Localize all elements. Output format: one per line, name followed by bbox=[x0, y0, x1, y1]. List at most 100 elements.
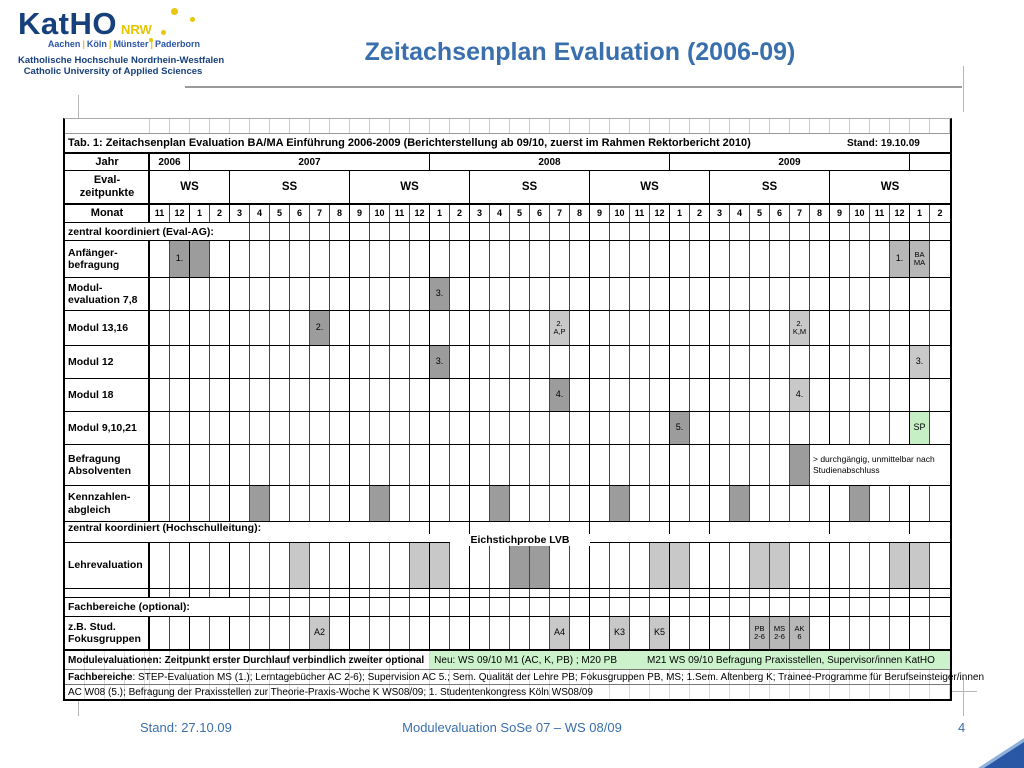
grid-cell bbox=[470, 589, 490, 597]
mark-cell: 4. bbox=[550, 379, 570, 411]
grid-cell bbox=[450, 241, 470, 277]
grid-cell bbox=[510, 241, 530, 277]
grid-cell bbox=[430, 119, 450, 133]
logo-subtitle-de: Katholische Hochschule Nordrhein-Westfal… bbox=[18, 55, 225, 66]
grid-cell bbox=[290, 617, 310, 649]
grid-cell bbox=[570, 311, 590, 345]
mark-cell bbox=[750, 543, 770, 588]
grid-cell bbox=[810, 278, 830, 310]
grid-cell bbox=[390, 346, 410, 378]
mark-cell bbox=[670, 543, 690, 588]
grid-cell bbox=[670, 445, 690, 485]
section-label: zentral koordiniert (Eval-AG): bbox=[65, 223, 250, 240]
grid-cell bbox=[630, 223, 650, 240]
grid-cell bbox=[550, 346, 570, 378]
grid-cell bbox=[610, 589, 630, 597]
grid-cell bbox=[890, 379, 910, 411]
katho-wordmark: KatHO NRW bbox=[18, 6, 200, 42]
mark-cell bbox=[370, 486, 390, 521]
grid-cell bbox=[930, 543, 950, 588]
grid-cell bbox=[670, 589, 690, 597]
grid-cell bbox=[570, 522, 590, 534]
mark-cell: PB 2-6 bbox=[750, 617, 770, 649]
grid-cell bbox=[210, 241, 230, 277]
grid-cell bbox=[490, 617, 510, 649]
grid-cell bbox=[690, 522, 710, 534]
grid-cell bbox=[890, 522, 910, 534]
grid-cell bbox=[250, 598, 270, 616]
grid-cell bbox=[270, 543, 290, 588]
grid-cell bbox=[630, 589, 650, 597]
grid-cell bbox=[570, 617, 590, 649]
grid-cell bbox=[930, 346, 950, 378]
grid-cell bbox=[590, 522, 610, 534]
logo: KatHO NRW Aachen | Köln | Münster | Paderborn K… bbox=[18, 6, 258, 77]
grid-cell bbox=[850, 119, 870, 133]
grid-cell bbox=[370, 522, 390, 534]
month-header: 7 bbox=[310, 205, 330, 222]
grid-cell bbox=[830, 589, 850, 597]
grid-cell bbox=[790, 589, 810, 597]
month-header: 7 bbox=[550, 205, 570, 222]
grid-cell bbox=[750, 278, 770, 310]
grid-cell bbox=[410, 379, 430, 411]
grid-cell bbox=[430, 617, 450, 649]
row-label: Modul 18 bbox=[65, 379, 150, 411]
grid-cell bbox=[370, 589, 390, 597]
grid-cell bbox=[490, 543, 510, 588]
grid-cell bbox=[930, 617, 950, 649]
grid-cell bbox=[710, 412, 730, 444]
grid-cell bbox=[450, 589, 470, 597]
table-row: Kennzahlen- abgleich bbox=[65, 485, 950, 521]
grid-cell bbox=[630, 617, 650, 649]
grid-cell bbox=[270, 278, 290, 310]
month-header: 1 bbox=[430, 205, 450, 222]
grid-cell bbox=[350, 598, 370, 616]
row-label: Befragung Absolventen bbox=[65, 445, 150, 485]
grid-cell bbox=[930, 379, 950, 411]
grid-cell bbox=[230, 379, 250, 411]
table-row: Tab. 1: Zeitachsenplan Evaluation BA/MA … bbox=[65, 133, 950, 152]
grid-cell bbox=[190, 617, 210, 649]
mark-cell bbox=[410, 543, 430, 588]
grid-cell bbox=[730, 598, 750, 616]
grid-cell bbox=[530, 617, 550, 649]
row-label: Lehrevaluation bbox=[65, 543, 150, 588]
grid-cell bbox=[370, 119, 390, 133]
grid-cell bbox=[610, 311, 630, 345]
grid-cell bbox=[430, 589, 450, 597]
month-header: 3 bbox=[230, 205, 250, 222]
grid-cell bbox=[870, 522, 890, 534]
grid-cell bbox=[690, 241, 710, 277]
grid-cell bbox=[450, 617, 470, 649]
grid-cell bbox=[790, 346, 810, 378]
grid-cell bbox=[410, 486, 430, 521]
grid-cell bbox=[570, 412, 590, 444]
grid-cell bbox=[190, 543, 210, 588]
grid-cell bbox=[730, 589, 750, 597]
grid-cell bbox=[430, 522, 450, 534]
mark-cell: MS 2-6 bbox=[770, 617, 790, 649]
grid-cell bbox=[290, 241, 310, 277]
month-header: 12 bbox=[410, 205, 430, 222]
grid-cell bbox=[490, 379, 510, 411]
grid-cell bbox=[490, 278, 510, 310]
row-label: Kennzahlen- abgleich bbox=[65, 486, 150, 521]
grid-cell bbox=[610, 522, 630, 534]
month-header: 12 bbox=[170, 205, 190, 222]
grid-cell bbox=[210, 543, 230, 588]
grid-cell bbox=[670, 223, 690, 240]
grid-cell bbox=[390, 278, 410, 310]
grid-cell bbox=[470, 278, 490, 310]
grid-cell bbox=[330, 617, 350, 649]
grid-cell bbox=[150, 379, 170, 411]
grid-cell bbox=[870, 223, 890, 240]
grid-cell bbox=[790, 241, 810, 277]
grid-cell bbox=[690, 486, 710, 521]
grid-cell bbox=[390, 311, 410, 345]
grid-cell bbox=[650, 589, 670, 597]
row-note: > durchgängig, unmittelbar nach Studiena… bbox=[813, 454, 935, 475]
mark-cell: K5 bbox=[650, 617, 670, 649]
yellow-dot-1 bbox=[171, 8, 178, 15]
grid-cell bbox=[330, 486, 350, 521]
